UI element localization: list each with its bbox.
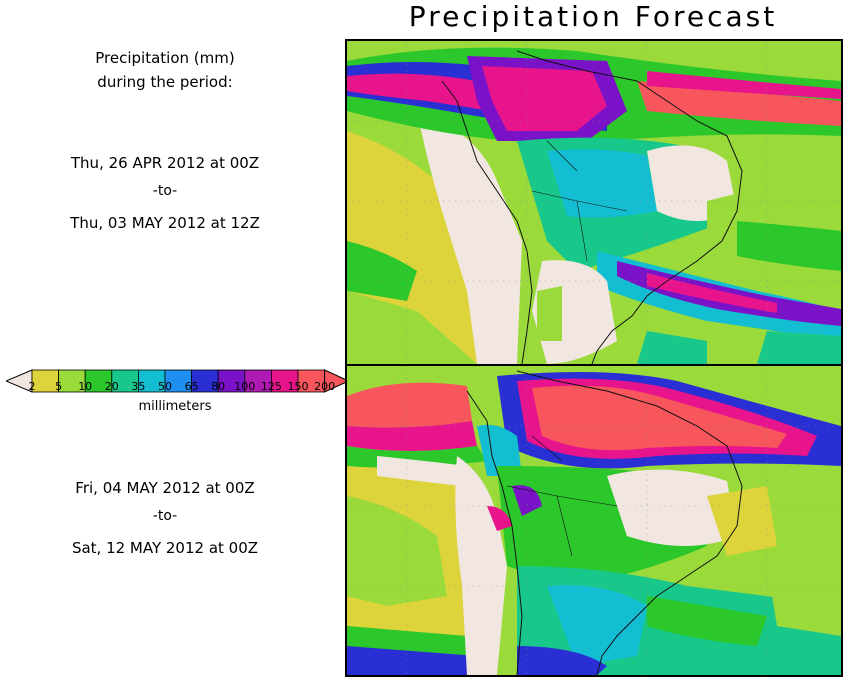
period2-separator: -to- [152,508,178,524]
colorbar-tick-label: 125 [260,380,282,393]
colorbar-tick-label: 2 [28,380,36,393]
colorbar-tick-label: 5 [55,380,63,393]
colorbar-tick-label: 50 [158,380,172,393]
colorbar-units-label: millimeters [138,399,212,414]
colorbar-high-arrow [324,369,346,393]
colorbar-tick-label: 65 [184,380,199,393]
period2-end: Sat, 12 MAY 2012 at 00Z [71,539,259,557]
legend-heading-line2: during the period: [97,73,233,91]
period1-separator: -to- [152,183,178,199]
colorbar-tick-label: 35 [131,380,146,393]
forecast-map-period2 [345,364,843,677]
period1-end: Thu, 03 MAY 2012 at 12Z [70,214,260,232]
colorbar-tick-label: 20 [104,380,119,393]
colorbar-tick-label: 200 [314,380,336,393]
colorbar-tick-label: 100 [234,380,256,393]
colorbar-tick-label: 80 [211,380,226,393]
period2-start: Fri, 04 MAY 2012 at 00Z [75,479,255,497]
colorbar-tick-label: 150 [287,380,309,393]
legend-heading-line1: Precipitation (mm) [95,49,235,67]
colorbar-tick-label: 10 [78,380,93,393]
period1-start: Thu, 26 APR 2012 at 00Z [70,154,260,172]
page-title: Precipitation Forecast [408,0,778,33]
precipitation-colorbar [6,369,346,393]
forecast-map-period1 [345,39,843,366]
